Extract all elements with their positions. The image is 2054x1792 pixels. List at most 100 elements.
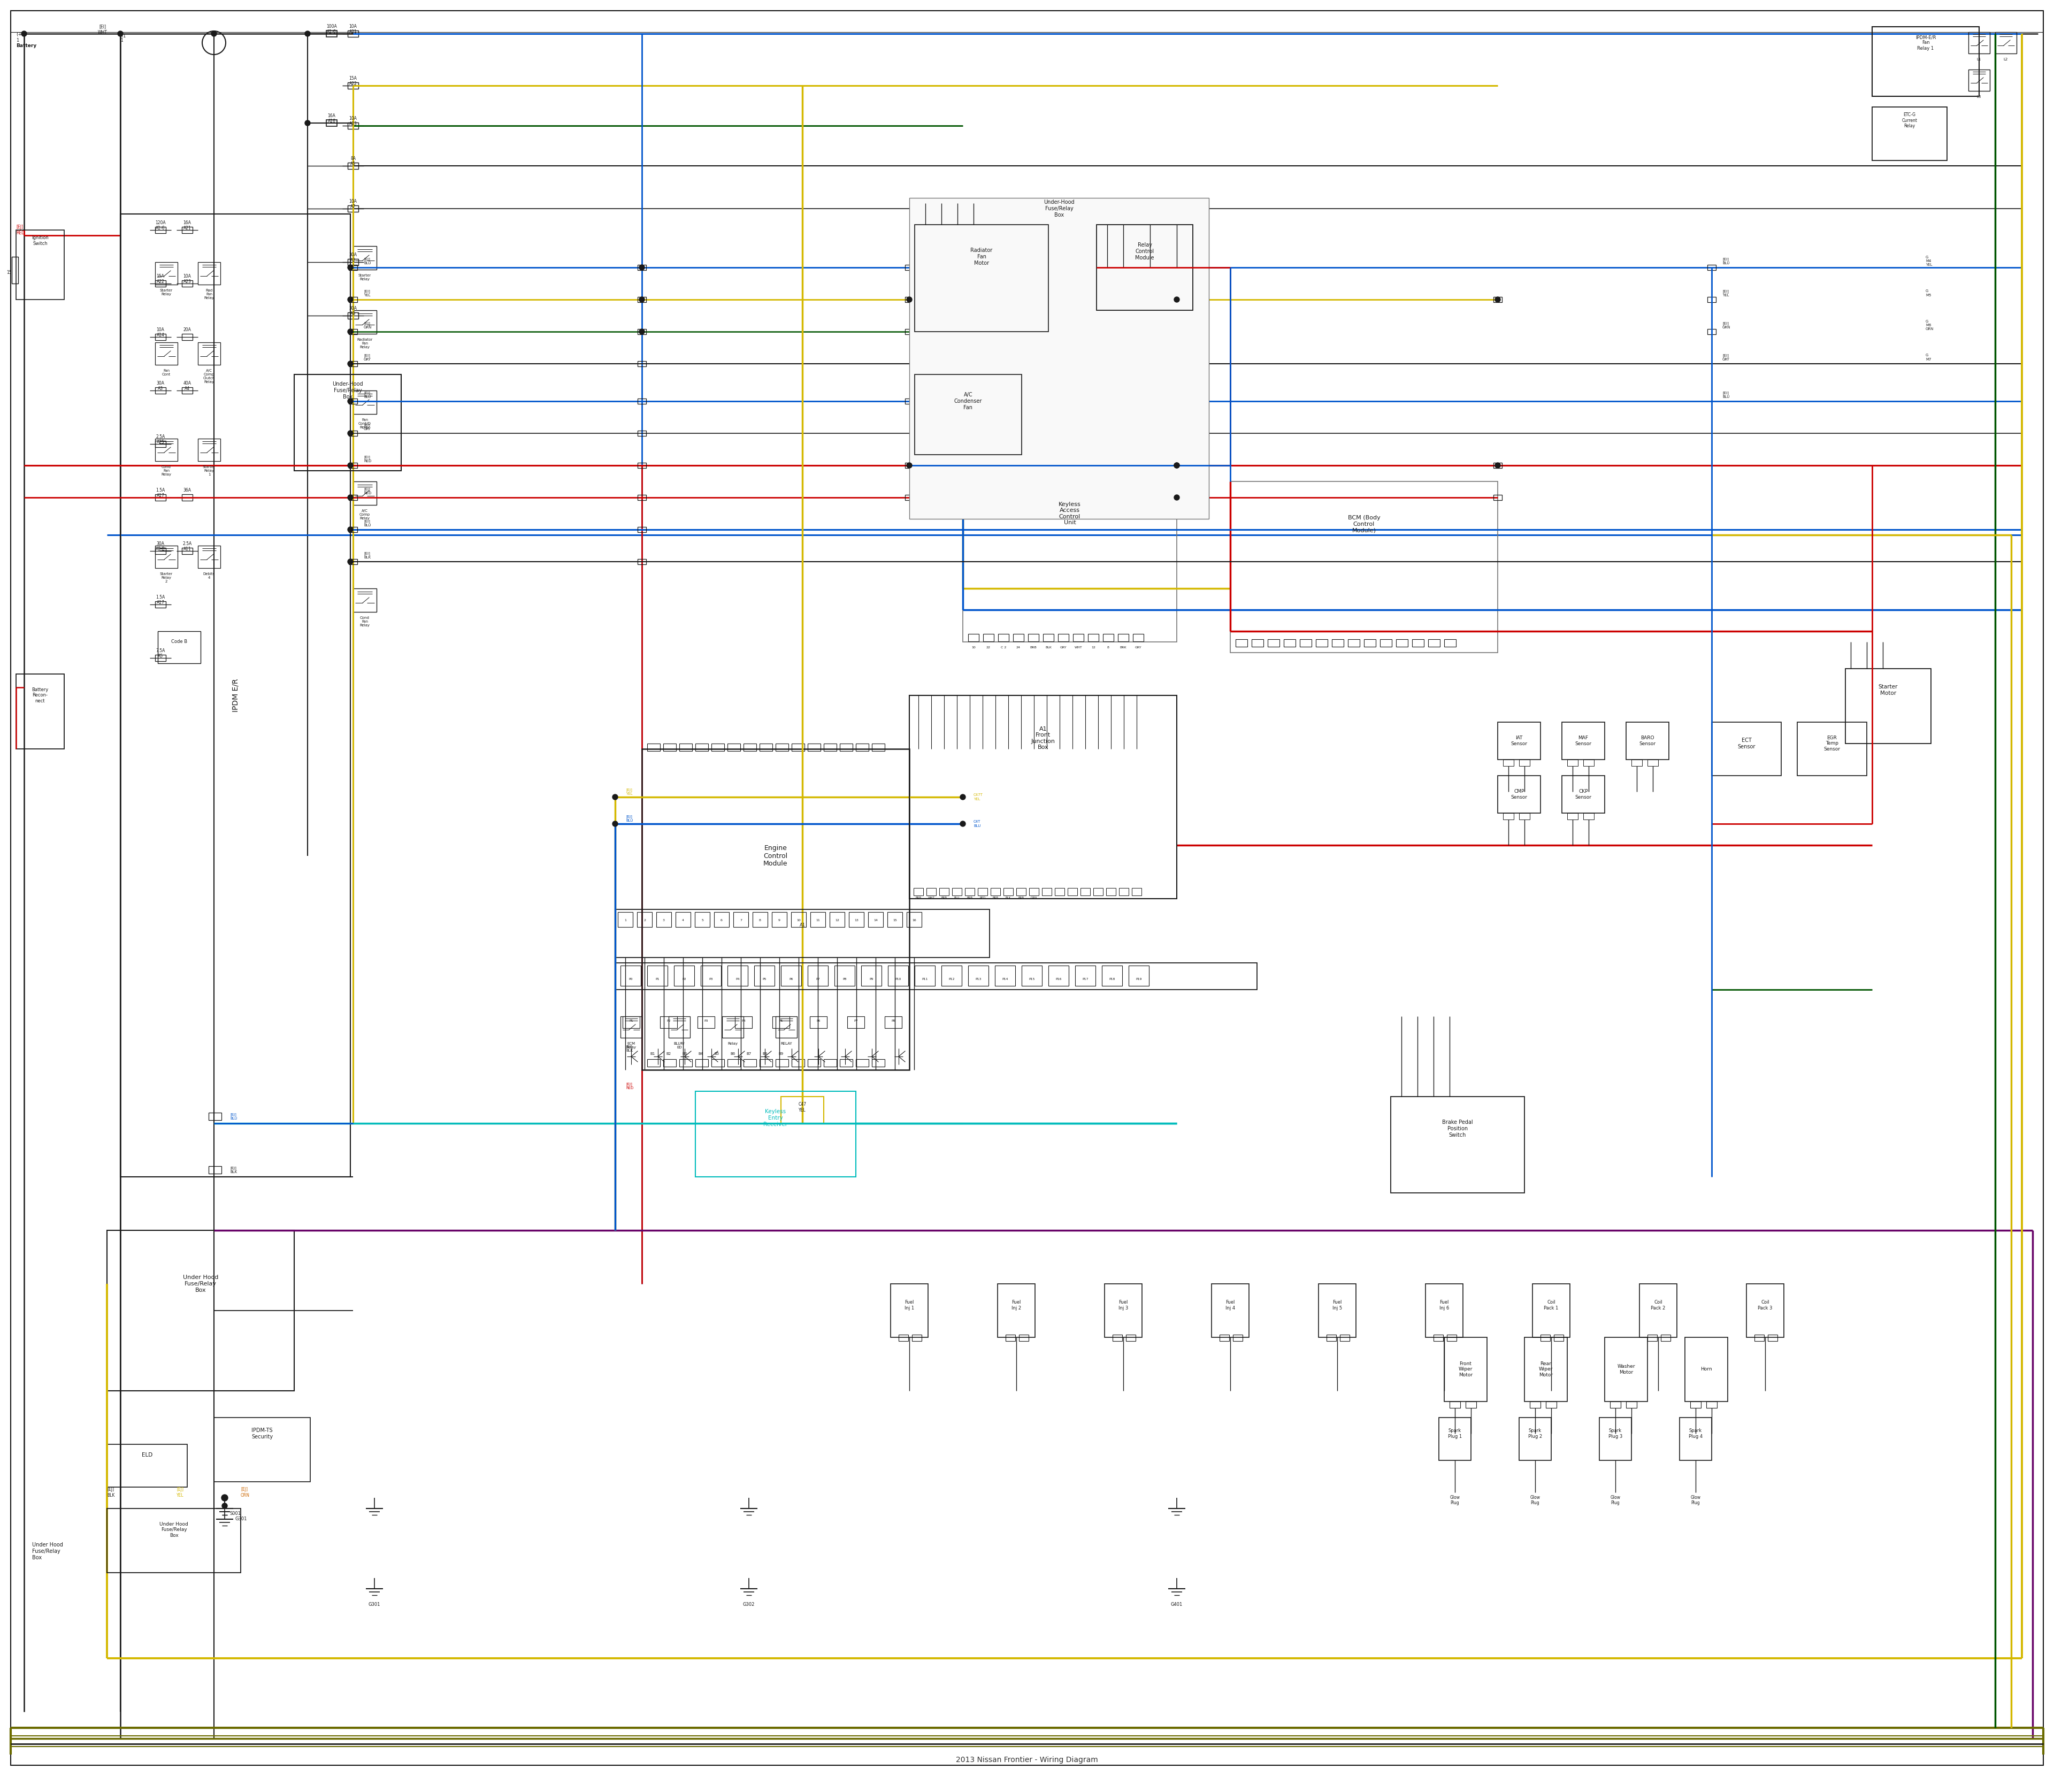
Bar — [1101, 966, 1121, 986]
Bar — [807, 1059, 820, 1066]
Bar — [1397, 640, 1407, 647]
Bar — [1006, 1335, 1015, 1340]
Circle shape — [21, 30, 27, 36]
Text: [EI]
BLU: [EI] BLU — [1723, 258, 1729, 265]
Text: Coil
Pack 2: Coil Pack 2 — [1651, 1299, 1666, 1310]
Circle shape — [639, 330, 645, 335]
Text: P11: P11 — [922, 978, 928, 980]
Bar — [1113, 1335, 1121, 1340]
Bar — [16, 674, 64, 749]
Bar — [781, 1097, 824, 1124]
Bar — [12, 256, 18, 283]
Text: Starter
Motor: Starter Motor — [1879, 685, 1898, 695]
Bar — [990, 889, 1000, 896]
Bar — [906, 912, 922, 926]
Text: BRB: BRB — [1019, 896, 1025, 900]
Circle shape — [612, 821, 618, 826]
Bar — [353, 246, 376, 269]
Bar — [696, 744, 709, 751]
Bar — [711, 1059, 725, 1066]
Bar — [1232, 1335, 1243, 1340]
Bar — [1364, 640, 1376, 647]
Text: B5: B5 — [715, 1052, 719, 1055]
Bar — [1600, 1417, 1631, 1460]
Bar — [156, 495, 166, 500]
Bar — [158, 631, 201, 663]
Text: 100A
A1-6: 100A A1-6 — [327, 23, 337, 34]
Text: IPDM-TS
Security: IPDM-TS Security — [251, 1428, 273, 1439]
Bar — [760, 744, 772, 751]
Text: Glow
Plug: Glow Plug — [1610, 1495, 1621, 1505]
Text: 40A
A4: 40A A4 — [183, 382, 191, 391]
Text: GRN: GRN — [1031, 896, 1037, 900]
Text: B4: B4 — [698, 1052, 702, 1055]
Bar — [1680, 1417, 1711, 1460]
Bar — [1444, 640, 1456, 647]
Bar — [156, 602, 166, 607]
Bar — [914, 966, 935, 986]
Text: Coil
Pack 1: Coil Pack 1 — [1545, 1299, 1559, 1310]
Bar — [1450, 1401, 1460, 1409]
Bar — [1707, 297, 1715, 303]
Text: G
M6
GRN: G M6 GRN — [1927, 321, 1935, 330]
Bar — [953, 889, 961, 896]
Text: 3: 3 — [663, 919, 665, 921]
Text: 10: 10 — [972, 645, 976, 649]
Circle shape — [1495, 297, 1499, 303]
Text: Brake Pedal
Position
Switch: Brake Pedal Position Switch — [1442, 1120, 1473, 1138]
Bar — [700, 966, 721, 986]
Text: 10: 10 — [797, 919, 801, 921]
Text: P19: P19 — [1136, 978, 1142, 980]
Bar — [791, 1059, 805, 1066]
Text: [EI]
RED: [EI] RED — [364, 487, 372, 495]
Bar — [848, 912, 865, 926]
Bar — [347, 163, 357, 168]
Circle shape — [1175, 462, 1179, 468]
Bar — [840, 744, 852, 751]
Bar — [197, 262, 220, 285]
Bar — [900, 1335, 908, 1340]
Text: P5: P5 — [778, 1020, 783, 1021]
Bar — [1871, 27, 1980, 97]
Text: Cond
Fan
Relay: Cond Fan Relay — [359, 616, 370, 627]
Text: 7: 7 — [739, 919, 741, 921]
Text: IAT
Sensor: IAT Sensor — [1512, 737, 1528, 745]
Bar — [1631, 760, 1641, 765]
Text: [EJ]
ORN: [EJ] ORN — [240, 1487, 251, 1498]
Bar — [967, 966, 988, 986]
Text: WHT: WHT — [928, 896, 935, 900]
Bar — [871, 744, 885, 751]
Bar — [1048, 966, 1068, 986]
Bar — [1584, 814, 1594, 819]
Text: Cond
Fan
Relay: Cond Fan Relay — [162, 466, 170, 477]
Bar — [349, 360, 357, 366]
Text: BARO
Sensor: BARO Sensor — [1639, 737, 1656, 745]
Bar — [614, 909, 990, 957]
Text: P2: P2 — [682, 978, 686, 980]
Bar — [1561, 722, 1604, 760]
Circle shape — [347, 297, 353, 303]
Text: BLUR/
ED: BLUR/ ED — [674, 1041, 684, 1048]
Bar — [727, 1059, 739, 1066]
Text: L2: L2 — [2003, 57, 2009, 61]
Text: B1: B1 — [651, 1052, 655, 1055]
Text: [EJ]
YEL: [EJ] YEL — [177, 1487, 183, 1498]
Bar — [641, 749, 910, 1070]
Bar — [1504, 760, 1514, 765]
Bar — [183, 495, 193, 500]
Bar — [347, 206, 357, 211]
Text: 10A
A23: 10A A23 — [349, 116, 357, 127]
Text: Fuel
Inj 3: Fuel Inj 3 — [1117, 1299, 1128, 1310]
Bar — [791, 912, 805, 926]
Bar — [1444, 1337, 1487, 1401]
Text: [EI]
BLU: [EI] BLU — [1723, 391, 1729, 398]
Bar — [197, 439, 220, 461]
Text: G
M7: G M7 — [1927, 353, 1931, 360]
Text: A1: A1 — [799, 923, 805, 928]
Text: BRB: BRB — [1029, 645, 1037, 649]
Bar — [620, 966, 641, 986]
Bar — [1068, 889, 1076, 896]
Bar — [776, 1059, 789, 1066]
Bar — [156, 342, 177, 366]
Bar — [772, 912, 787, 926]
